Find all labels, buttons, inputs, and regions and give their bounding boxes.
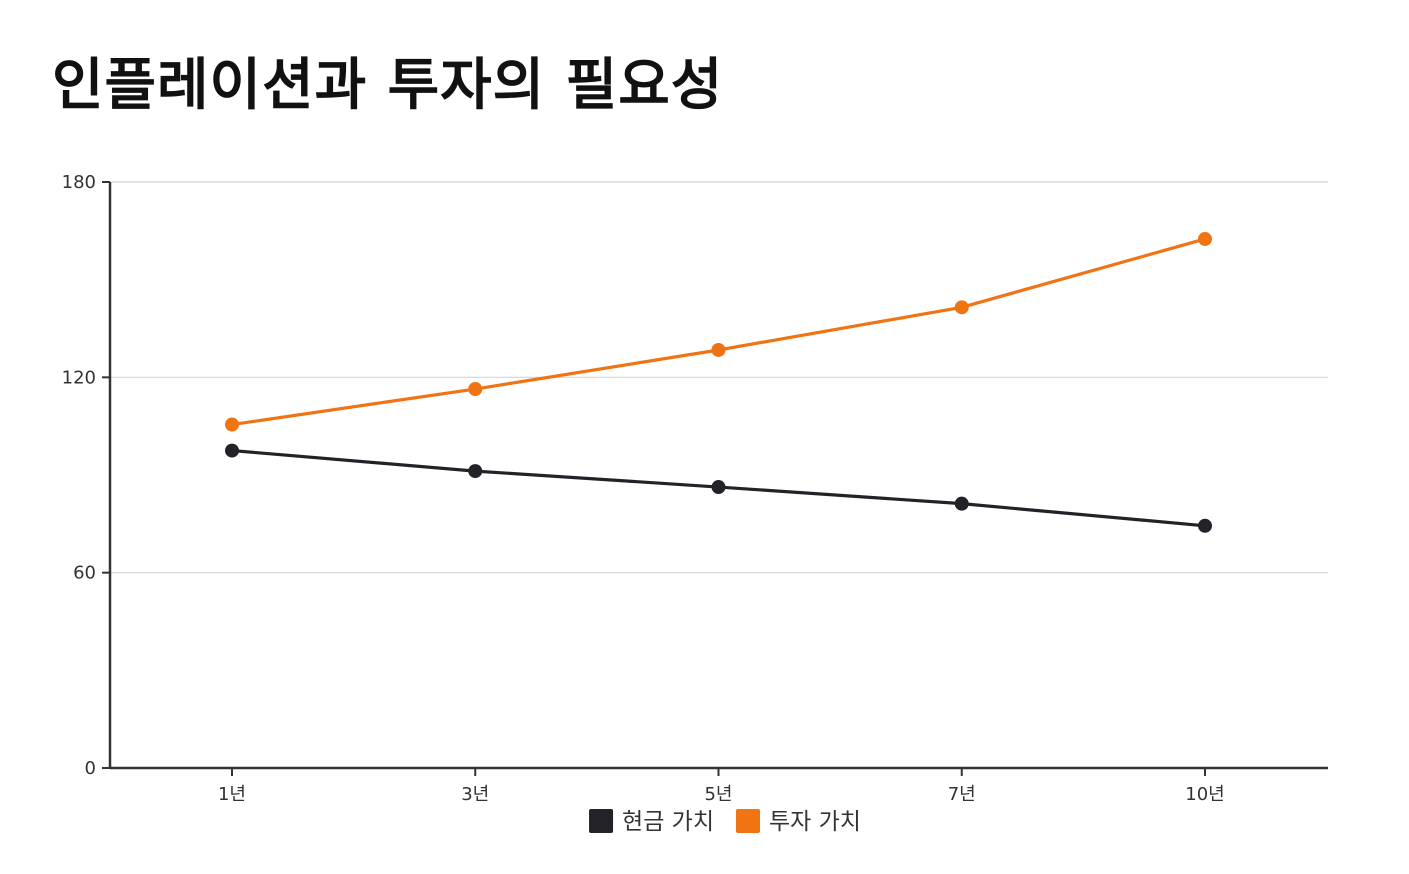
x-tick-label: 7년: [948, 784, 976, 805]
grid-lines: [110, 181, 1328, 574]
data-point[interactable]: [954, 496, 969, 511]
legend-label: 투자 가치: [769, 809, 861, 835]
legend-swatch: [736, 809, 760, 833]
series-0: [225, 443, 1212, 533]
data-point[interactable]: [1198, 231, 1212, 246]
data-point[interactable]: [468, 382, 483, 397]
y-tick-label: 60: [73, 563, 96, 584]
series-line: [231, 237, 1206, 427]
x-tick-label: 1년: [218, 784, 246, 805]
y-tick-label: 0: [85, 758, 96, 779]
x-tick-label: 10년: [1185, 784, 1224, 805]
series-1: [225, 231, 1212, 432]
data-point[interactable]: [711, 342, 726, 357]
data-point[interactable]: [468, 464, 483, 479]
legend-item-1[interactable]: 투자 가치: [736, 809, 861, 835]
x-tick-label: 3년: [461, 784, 489, 805]
axes: 0 60 120 180 1년 3년 5년 7년 10년: [62, 172, 1328, 805]
legend-swatch: [589, 809, 614, 833]
series-layer: [225, 231, 1212, 533]
y-tick-label: 180: [62, 172, 96, 193]
data-point[interactable]: [225, 443, 239, 458]
data-point[interactable]: [1198, 518, 1212, 533]
data-point[interactable]: [711, 480, 726, 495]
y-tick-label: 120: [62, 367, 96, 388]
legend-item-0[interactable]: 현금 가치: [589, 809, 714, 835]
legend: 현금 가치 투자 가치: [589, 809, 861, 835]
data-point[interactable]: [225, 417, 239, 432]
legend-label: 현금 가치: [622, 809, 714, 835]
chart-title: 인플레이션과 투자의 필요성: [52, 53, 724, 118]
x-tick-label: 5년: [704, 784, 732, 805]
data-point[interactable]: [954, 300, 969, 315]
